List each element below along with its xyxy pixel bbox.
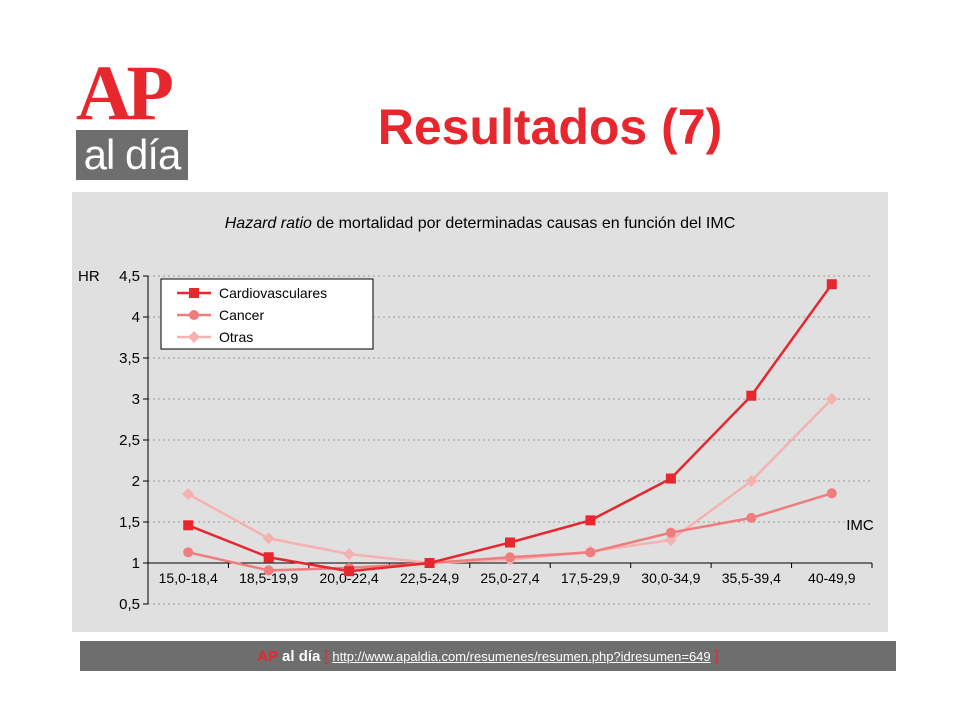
y-tick-label: 1,5 — [119, 514, 140, 531]
x-tick-label: 15,0-18,4 — [159, 570, 218, 586]
data-point-cancer — [505, 552, 515, 563]
logo-ap-text: AP — [76, 49, 174, 136]
y-tick-label: 4 — [132, 309, 140, 326]
data-point-otras — [825, 393, 838, 405]
y-tick-label: 2,5 — [119, 432, 140, 449]
data-point-cardiovasculares — [826, 279, 837, 290]
legend-label-otras: Otras — [219, 329, 253, 345]
y-tick-label: 4,5 — [119, 268, 140, 285]
y-tick-label: 3,5 — [119, 350, 140, 367]
logo-aldia-box: al día — [76, 130, 188, 180]
footer-brand-ap: AP — [257, 648, 278, 665]
data-point-cardiovasculares — [746, 390, 757, 401]
page-title: Resultados (7) — [377, 99, 723, 155]
data-point-otras — [664, 534, 677, 547]
x-tick-label: 22,5-24,9 — [400, 570, 459, 586]
data-point-cardiovasculares — [665, 473, 676, 484]
data-point-otras — [182, 488, 195, 501]
apaldia-logo: AP al día — [76, 49, 188, 182]
data-point-cancer — [183, 547, 194, 558]
footer-bracket-left: [ — [324, 648, 329, 665]
y-axis-label: HR — [78, 268, 100, 285]
data-point-cardiovasculares — [424, 558, 435, 568]
data-point-cancer — [665, 527, 676, 538]
legend-marker-cardiovasculares — [189, 288, 199, 298]
x-tick-label: 30,0-34,9 — [641, 570, 700, 586]
x-tick-label: 35,5-39,4 — [722, 570, 781, 586]
data-point-cardiovasculares — [505, 537, 515, 548]
data-point-cardiovasculares — [183, 520, 194, 531]
data-point-cardiovasculares — [344, 566, 355, 577]
legend-label-cardiovasculares: Cardiovasculares — [219, 285, 327, 301]
x-tick-label: 40-49,9 — [808, 570, 856, 586]
data-point-cancer — [826, 488, 837, 499]
x-tick-label: 17,5-29,9 — [561, 570, 620, 586]
y-tick-label: 3 — [132, 391, 140, 408]
chart-title: Hazard ratio de mortalidad por determina… — [225, 215, 736, 232]
chart-panel: Hazard ratio de mortalidad por determina… — [72, 192, 888, 632]
hazard-ratio-chart: Hazard ratio de mortalidad por determina… — [78, 215, 874, 613]
legend-label-cancer: Cancer — [219, 307, 264, 323]
legend-marker-cancer — [189, 310, 199, 320]
data-point-otras — [262, 532, 275, 545]
axes: 0,5 1 1,5 2 2,5 3 3,5 4 4,5 15,0-18,4 18,5-19,9 20,… — [78, 268, 874, 613]
y-tick-label: 2 — [132, 473, 140, 490]
legend: Cardiovasculares Cancer Otras — [160, 278, 374, 350]
y-tick-label: 0,5 — [119, 596, 140, 613]
x-tick-label: 25,0-27,4 — [480, 570, 539, 586]
data-point-cardiovasculares — [263, 552, 274, 563]
data-point-cancer — [263, 565, 274, 576]
footer-bracket-right: ] — [714, 648, 719, 665]
data-point-cardiovasculares — [585, 515, 596, 526]
legend-marker-otras — [188, 331, 200, 343]
x-tick-label: 18,5-19,9 — [239, 570, 298, 586]
data-point-otras — [343, 547, 356, 560]
footer-brand: AP al día — [257, 648, 320, 665]
data-point-cancer — [585, 547, 596, 558]
x-axis-label: IMC — [846, 517, 874, 534]
data-point-otras — [745, 475, 758, 487]
chart-title-italic: Hazard ratio — [225, 215, 312, 232]
series-lines — [182, 279, 838, 577]
footer-bar: AP al día [ http://www.apaldia.com/resum… — [80, 641, 896, 671]
y-tick-label: 1 — [132, 555, 140, 572]
footer-brand-aldia: al día — [282, 648, 321, 665]
chart-title-rest: de mortalidad por determinadas causas en… — [312, 215, 735, 232]
footer-url-link[interactable]: http://www.apaldia.com/resumenes/resumen… — [332, 649, 711, 664]
x-tick-label: 20,0-22,4 — [320, 570, 379, 586]
data-point-cancer — [746, 512, 757, 523]
